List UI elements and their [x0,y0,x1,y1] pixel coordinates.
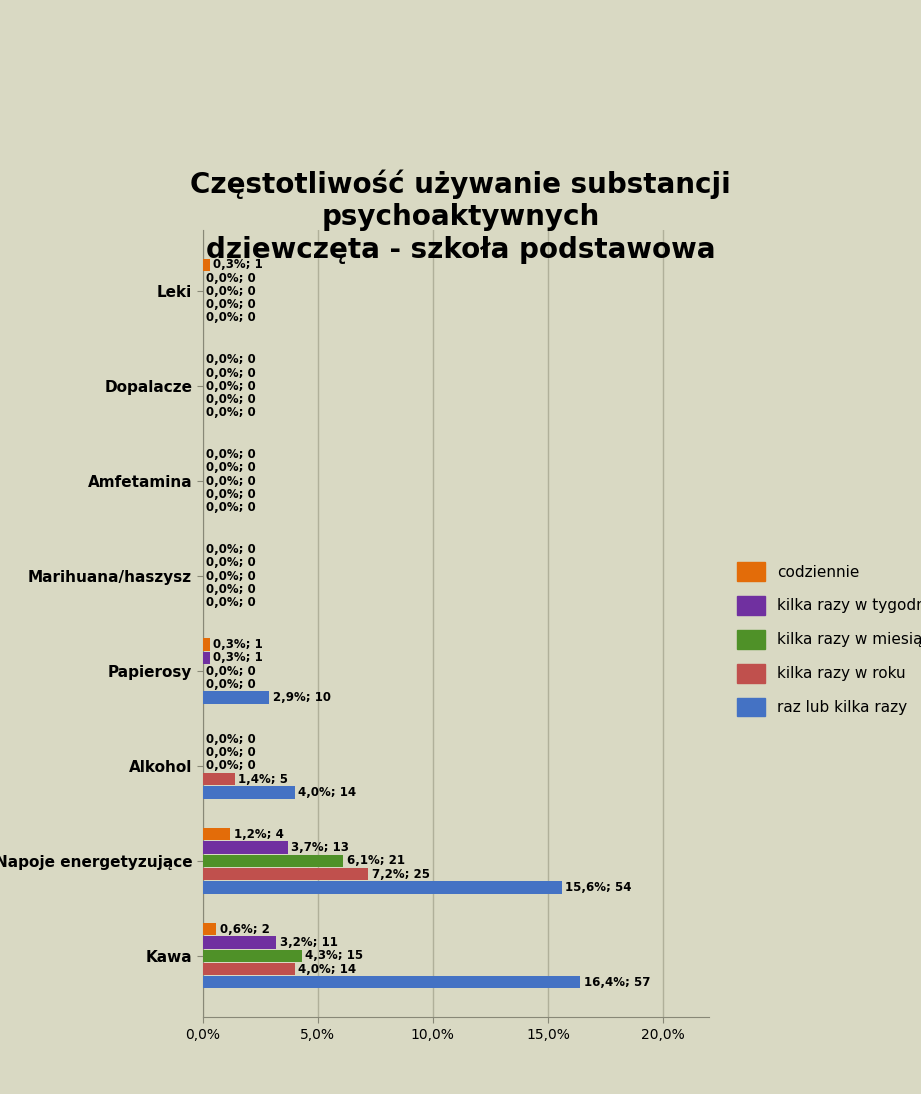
Text: 4,0%; 14: 4,0%; 14 [298,785,356,799]
Bar [203,691,269,703]
Legend: codziennie, kilka razy w tygodniu, kilka razy w miesiącu, kilka razy w roku, raz: codziennie, kilka razy w tygodniu, kilka… [737,562,921,717]
Bar [203,868,368,881]
Text: 0,0%; 0: 0,0%; 0 [206,596,256,609]
Bar [203,854,343,868]
Text: 16,4%; 57: 16,4%; 57 [584,976,650,989]
Text: 0,0%; 0: 0,0%; 0 [206,299,256,311]
Text: 3,7%; 13: 3,7%; 13 [291,841,349,854]
Text: 0,3%; 1: 0,3%; 1 [213,651,262,664]
Text: 0,0%; 0: 0,0%; 0 [206,759,256,772]
Bar [203,841,287,853]
Bar [203,787,295,799]
Text: 0,0%; 0: 0,0%; 0 [206,353,256,366]
Text: 0,0%; 0: 0,0%; 0 [206,746,256,759]
Text: 0,0%; 0: 0,0%; 0 [206,312,256,325]
Bar [203,923,216,935]
Bar [203,963,295,975]
Text: 0,0%; 0: 0,0%; 0 [206,406,256,419]
Text: 15,6%; 54: 15,6%; 54 [565,881,632,894]
Text: 1,4%; 5: 1,4%; 5 [239,772,288,785]
Bar [203,882,562,894]
Text: 0,0%; 0: 0,0%; 0 [206,501,256,514]
Text: 0,0%; 0: 0,0%; 0 [206,488,256,501]
Text: 0,3%; 1: 0,3%; 1 [213,638,262,651]
Text: 2,9%; 10: 2,9%; 10 [273,691,331,705]
Text: 0,0%; 0: 0,0%; 0 [206,678,256,690]
Text: 0,0%; 0: 0,0%; 0 [206,393,256,406]
Text: 0,0%; 0: 0,0%; 0 [206,543,256,556]
Text: 0,0%; 0: 0,0%; 0 [206,570,256,583]
Text: 0,0%; 0: 0,0%; 0 [206,284,256,298]
Text: 0,0%; 0: 0,0%; 0 [206,380,256,393]
Bar [203,258,210,271]
Text: 6,1%; 21: 6,1%; 21 [346,854,404,868]
Text: 0,0%; 0: 0,0%; 0 [206,475,256,488]
Text: 7,2%; 25: 7,2%; 25 [372,868,430,881]
Text: 4,0%; 14: 4,0%; 14 [298,963,356,976]
Text: 0,0%; 0: 0,0%; 0 [206,583,256,596]
Text: 4,3%; 15: 4,3%; 15 [305,950,363,963]
Text: 0,0%; 0: 0,0%; 0 [206,733,256,746]
Text: 0,0%; 0: 0,0%; 0 [206,366,256,380]
Text: 0,0%; 0: 0,0%; 0 [206,449,256,462]
Text: 0,3%; 1: 0,3%; 1 [213,258,262,271]
Text: Częstotliwość używanie substancji
psychoaktywnych
dziewczęta - szkoła podstawowa: Częstotliwość używanie substancji psycho… [190,170,731,264]
Text: 0,6%; 2: 0,6%; 2 [220,922,270,935]
Bar [203,936,276,948]
Bar [203,828,230,840]
Bar [203,638,210,651]
Text: 3,2%; 11: 3,2%; 11 [280,936,338,948]
Text: 0,0%; 0: 0,0%; 0 [206,271,256,284]
Bar [203,976,580,989]
Text: 0,0%; 0: 0,0%; 0 [206,462,256,475]
Text: 1,2%; 4: 1,2%; 4 [234,828,284,841]
Bar [203,950,302,962]
Text: 0,0%; 0: 0,0%; 0 [206,664,256,677]
Text: 0,0%; 0: 0,0%; 0 [206,557,256,569]
Bar [203,652,210,664]
Bar [203,773,235,785]
